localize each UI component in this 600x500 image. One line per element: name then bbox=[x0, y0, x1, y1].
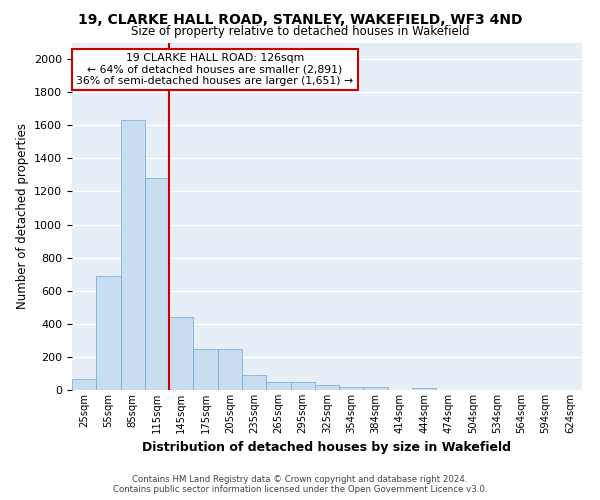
Bar bbox=[315, 385, 339, 390]
Bar bbox=[412, 388, 436, 390]
Bar bbox=[96, 276, 121, 390]
Text: Contains HM Land Registry data © Crown copyright and database right 2024.
Contai: Contains HM Land Registry data © Crown c… bbox=[113, 474, 487, 494]
Text: 19, CLARKE HALL ROAD, STANLEY, WAKEFIELD, WF3 4ND: 19, CLARKE HALL ROAD, STANLEY, WAKEFIELD… bbox=[78, 12, 522, 26]
Y-axis label: Number of detached properties: Number of detached properties bbox=[16, 123, 29, 309]
Bar bbox=[193, 348, 218, 390]
Bar bbox=[290, 382, 315, 390]
Bar bbox=[266, 382, 290, 390]
Bar bbox=[242, 375, 266, 390]
Bar bbox=[364, 386, 388, 390]
X-axis label: Distribution of detached houses by size in Wakefield: Distribution of detached houses by size … bbox=[143, 442, 511, 454]
Text: 19 CLARKE HALL ROAD: 126sqm
← 64% of detached houses are smaller (2,891)
36% of : 19 CLARKE HALL ROAD: 126sqm ← 64% of det… bbox=[76, 53, 353, 86]
Bar bbox=[72, 379, 96, 390]
Text: Size of property relative to detached houses in Wakefield: Size of property relative to detached ho… bbox=[131, 25, 469, 38]
Bar bbox=[218, 348, 242, 390]
Bar bbox=[169, 317, 193, 390]
Bar bbox=[145, 178, 169, 390]
Bar bbox=[121, 120, 145, 390]
Bar bbox=[339, 386, 364, 390]
